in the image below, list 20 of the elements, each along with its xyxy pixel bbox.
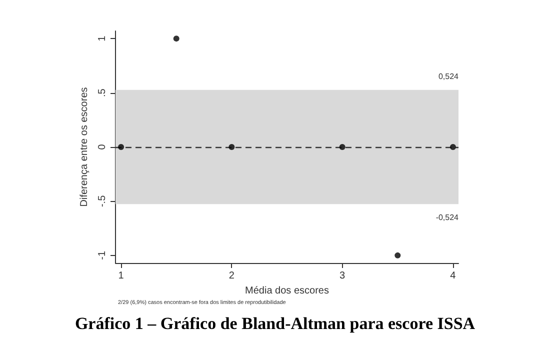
x-axis-title: Média dos escores [245, 285, 329, 296]
x-tick-label: 4 [450, 270, 456, 282]
point [450, 144, 456, 150]
y-tick-label: 0 [97, 144, 108, 150]
point [228, 144, 235, 150]
point [394, 252, 401, 258]
point [118, 144, 124, 150]
ref-line-label: -0,524 [436, 212, 460, 222]
text: Gráfico 1 – Gráfico de Bland-Altman para escore ISSA [74, 314, 476, 333]
x-tick-label: 3 [340, 270, 346, 282]
y-tick-label: -1 [97, 250, 108, 260]
y-axis-title: Diferença entre os escores [79, 87, 90, 207]
point [339, 144, 346, 150]
y-tick-label: 1 [97, 35, 108, 42]
y-tick-label: .5 [97, 88, 108, 97]
y-tick-label: -.5 [97, 194, 108, 208]
ref-line-label: 0,524 [438, 72, 460, 82]
x-tick-label: 1 [118, 270, 124, 282]
point [173, 36, 180, 42]
x-tick-label: 2 [228, 270, 235, 282]
